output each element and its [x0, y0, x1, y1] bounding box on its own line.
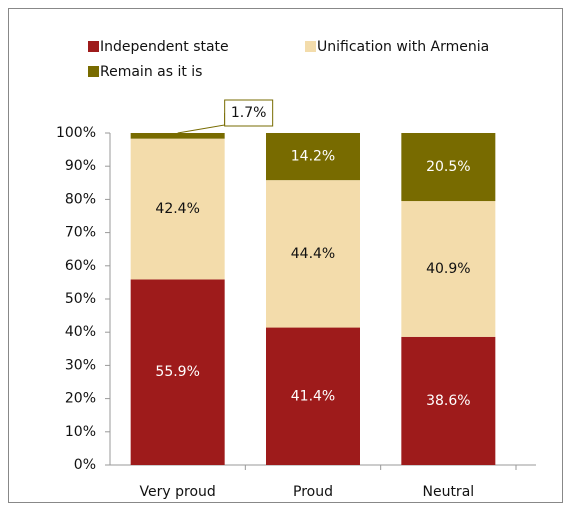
value-label: 38.6%: [426, 393, 470, 409]
x-tick-label: Proud: [293, 484, 333, 500]
value-label: 14.2%: [291, 149, 335, 165]
legend-swatch: [88, 41, 99, 52]
y-tick-label: 30%: [65, 357, 96, 373]
legend-swatch: [305, 41, 316, 52]
y-tick-label: 100%: [56, 125, 96, 141]
y-tick-label: 80%: [65, 191, 96, 207]
y-tick-label: 10%: [65, 424, 96, 440]
bar-segment: [401, 336, 496, 465]
bar-segment: [130, 138, 225, 280]
value-label: 42.4%: [155, 201, 199, 217]
value-label: 20.5%: [426, 159, 470, 175]
legend-swatch: [88, 66, 99, 77]
x-tick-label: Neutral: [422, 484, 474, 500]
value-label: 44.4%: [291, 246, 335, 262]
y-tick-label: 90%: [65, 158, 96, 174]
legend-label: Remain as it is: [100, 64, 202, 80]
y-tick-label: 40%: [65, 324, 96, 340]
bar-segment: [401, 133, 496, 202]
callout-box: [224, 99, 274, 127]
value-label: 40.9%: [426, 261, 470, 277]
bar-segment: [266, 180, 360, 328]
y-tick-label: 20%: [65, 391, 96, 407]
value-label: 41.4%: [291, 388, 335, 404]
y-tick-label: 50%: [65, 291, 96, 307]
bar-segment: [130, 133, 225, 139]
legend-label: Unification with Armenia: [317, 39, 489, 55]
y-tick-label: 60%: [65, 258, 96, 274]
bar-segment: [266, 327, 360, 465]
y-tick-label: 0%: [74, 457, 96, 473]
value-label: 1.7%: [231, 105, 267, 121]
y-tick-label: 70%: [65, 225, 96, 241]
bar-segment: [266, 133, 360, 181]
bar-segment: [401, 201, 496, 337]
legend-label: Independent state: [100, 39, 229, 55]
value-label: 55.9%: [155, 364, 199, 380]
x-tick-label: Very proud: [140, 484, 216, 500]
bar-segment: [130, 279, 225, 465]
